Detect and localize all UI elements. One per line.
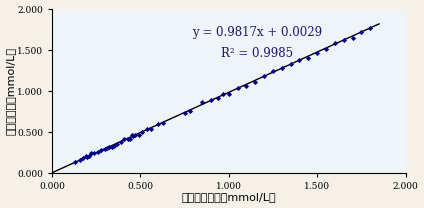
Point: [121, 138, 128, 141]
Point: [126, 137, 133, 141]
Point: [252, 80, 259, 83]
Point: [279, 66, 285, 70]
Point: [135, 133, 142, 136]
Point: [103, 147, 110, 150]
Point: [82, 154, 89, 157]
Point: [117, 141, 124, 144]
Point: [72, 160, 78, 163]
Text: R² = 0.9985: R² = 0.9985: [221, 47, 293, 60]
Point: [234, 86, 241, 90]
Point: [125, 137, 131, 141]
Point: [287, 63, 294, 66]
Point: [87, 152, 94, 155]
Point: [128, 133, 135, 137]
Point: [332, 41, 338, 45]
Y-axis label: 进口试剂盒（mmol/L）: 进口试剂盒（mmol/L）: [6, 47, 16, 135]
Point: [226, 92, 232, 95]
Point: [139, 131, 145, 134]
Point: [296, 59, 303, 62]
Point: [340, 38, 347, 41]
Point: [305, 56, 312, 59]
Point: [155, 123, 162, 126]
Point: [111, 145, 117, 148]
Point: [84, 155, 91, 159]
Point: [349, 36, 356, 40]
Point: [215, 97, 222, 100]
Point: [314, 51, 321, 54]
Point: [132, 133, 139, 137]
Point: [181, 111, 188, 114]
Point: [270, 70, 276, 73]
Point: [102, 147, 109, 151]
Point: [130, 134, 137, 138]
Point: [243, 85, 250, 88]
Point: [261, 74, 268, 78]
Point: [160, 121, 167, 124]
Point: [98, 148, 105, 151]
Point: [86, 155, 92, 158]
Point: [208, 99, 215, 102]
Point: [148, 127, 154, 131]
Point: [144, 128, 151, 131]
Point: [187, 109, 193, 112]
Point: [95, 151, 101, 154]
Text: y = 0.9817x + 0.0029: y = 0.9817x + 0.0029: [192, 26, 322, 38]
Point: [367, 27, 374, 30]
Point: [80, 156, 86, 160]
Point: [109, 146, 115, 149]
X-axis label: 本发明试剂盒（mmol/L）: 本发明试剂盒（mmol/L）: [181, 192, 276, 202]
Point: [323, 47, 329, 50]
Point: [220, 92, 227, 95]
Point: [105, 145, 112, 149]
Point: [77, 158, 84, 162]
Point: [358, 30, 365, 33]
Point: [91, 151, 98, 154]
Point: [114, 142, 121, 145]
Point: [199, 101, 206, 104]
